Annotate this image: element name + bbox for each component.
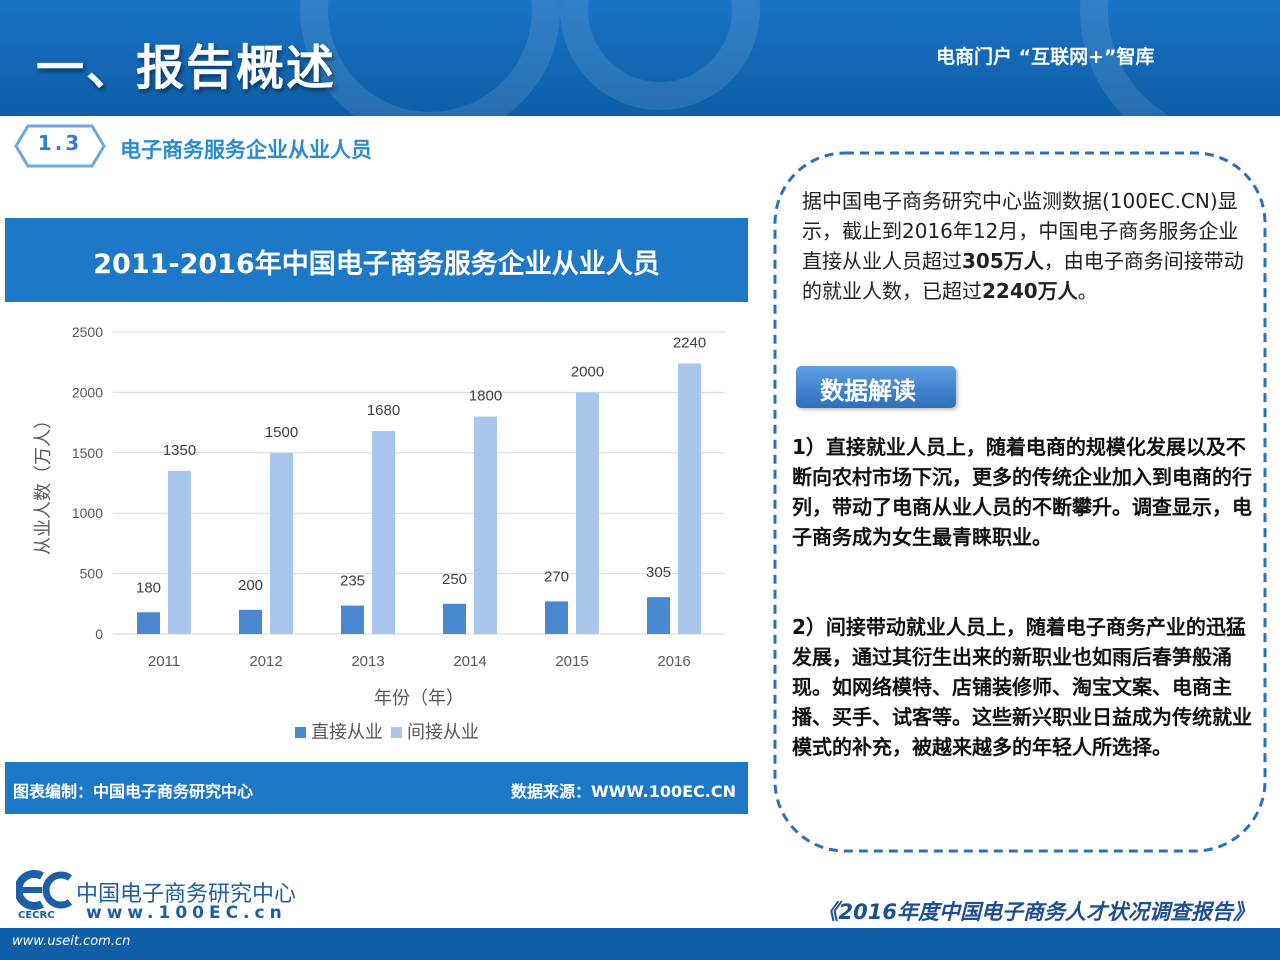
- x-tick-label: 2011: [148, 653, 180, 670]
- interpretation-point-2: 2）间接带动就业人员上，随着电子商务产业的迅猛发展，通过其衍生出来的新职业也如雨…: [792, 615, 1252, 759]
- intro-paragraph: 据中国电子商务研究中心监测数据(100EC.CN)显示，截止到2016年12月，…: [802, 186, 1248, 306]
- logo-abbreviation: CECRC: [18, 910, 55, 921]
- section-number: 1.3: [37, 131, 83, 155]
- direct-bar: [137, 612, 160, 634]
- y-tick-label: 0: [95, 626, 103, 642]
- chart-title: 2011-2016年中国电子商务服务企业从业人员: [93, 249, 660, 280]
- x-tick-label: 2013: [351, 653, 384, 670]
- indirect-bar: [270, 452, 293, 634]
- chart-credit: 图表编制：中国电子商务研究中心: [13, 782, 254, 801]
- header-banner: 一、报告概述 电商门户 “互联网+”智库: [0, 0, 1280, 116]
- direct-bar: [341, 605, 364, 634]
- indirect-data-label: 1350: [163, 442, 196, 459]
- logo: 中国电子商务研究中心 www.100EC.cn CECRC: [16, 870, 316, 926]
- indirect-bar: [576, 392, 599, 634]
- chart-title-bar: 2011-2016年中国电子商务服务企业从业人员: [5, 218, 748, 302]
- page-title: 一、报告概述: [36, 40, 337, 96]
- direct-bar: [647, 597, 670, 634]
- indirect-data-label: 1500: [265, 424, 298, 441]
- direct-total-highlight: 305万人: [962, 249, 1044, 273]
- indirect-bar: [474, 416, 497, 634]
- y-tick-label: 1000: [72, 505, 103, 521]
- dashed-border: [773, 151, 1267, 853]
- x-tick-label: 2014: [453, 653, 486, 670]
- indirect-data-label: 2240: [673, 334, 706, 351]
- y-tick-label: 500: [80, 566, 104, 582]
- x-tick-label: 2012: [249, 653, 282, 670]
- data-interpretation-badge: 数据解读: [796, 366, 956, 408]
- legend-swatch: [295, 727, 306, 738]
- intro-text-part: ，由电子商务间接带动的就业人数，已超过: [802, 249, 1244, 303]
- bar-chart: 0 500 1000 1500 2000 2500 180 1350 2011 200 1500 20…: [33, 324, 725, 743]
- y-axis-label: 从业人数（万人）: [33, 411, 54, 555]
- watermark: www.useit.com.cn: [12, 934, 131, 949]
- direct-bar: [239, 609, 262, 634]
- direct-data-label: 235: [340, 573, 365, 590]
- header-tagline: 电商门户 “互联网+”智库: [936, 46, 1155, 68]
- x-tick-label: 2015: [555, 653, 588, 670]
- x-axis-label: 年份（年）: [374, 688, 464, 709]
- section-title: 电子商务服务企业从业人员: [120, 138, 372, 162]
- direct-data-label: 200: [238, 577, 263, 594]
- y-tick-label: 2000: [72, 384, 103, 400]
- direct-data-label: 250: [442, 571, 467, 588]
- indirect-bar: [678, 363, 701, 634]
- intro-text-part: 。: [1077, 279, 1098, 303]
- indirect-total-highlight: 2240万人: [982, 279, 1078, 303]
- y-tick-label: 2500: [72, 324, 103, 340]
- logo-url: www.100EC.cn: [86, 903, 287, 923]
- indirect-bar: [168, 470, 191, 634]
- direct-data-label: 305: [646, 564, 671, 581]
- indirect-data-label: 2000: [571, 363, 604, 380]
- y-tick-label: 1500: [72, 445, 103, 461]
- chart-footer: 图表编制：中国电子商务研究中心 数据来源：WWW.100EC.CN: [5, 762, 748, 814]
- bottom-bar: [0, 928, 1280, 960]
- chart-source: 数据来源：WWW.100EC.CN: [510, 782, 736, 801]
- cecrc-logo-icon: [16, 870, 73, 910]
- legend-label: 间接从业: [407, 722, 479, 743]
- legend-label: 直接从业: [311, 722, 383, 743]
- text-panel: 据中国电子商务研究中心监测数据(100EC.CN)显示，截止到2016年12月，…: [772, 150, 1268, 854]
- legend-swatch: [391, 727, 402, 738]
- direct-bar: [443, 603, 466, 634]
- intro-text-part: 据中国电子商务研究中心监测数据(100EC.CN)显示，截止到2016年12月，…: [802, 189, 1239, 273]
- x-tick-label: 2016: [657, 653, 690, 670]
- direct-data-label: 180: [136, 579, 161, 596]
- interpretation-point-1: 1）直接就业人员上，随着电商的规模化发展以及不断向农村市场下沉，更多的传统企业加…: [792, 435, 1252, 549]
- indirect-data-label: 1800: [469, 388, 502, 405]
- section-number-badge: [14, 124, 106, 168]
- indirect-data-label: 1680: [367, 402, 400, 419]
- report-name: 《2016年度中国电子商务人才状况调查报告》: [817, 900, 1254, 924]
- chart-panel: 2011-2016年中国电子商务服务企业从业人员 0 500 1000 1500 200…: [5, 218, 748, 814]
- direct-data-label: 270: [544, 568, 569, 585]
- data-interpretation-label: 数据解读: [820, 377, 916, 405]
- indirect-bar: [372, 431, 395, 634]
- direct-bar: [545, 601, 568, 634]
- logo-organization-name: 中国电子商务研究中心: [76, 882, 297, 907]
